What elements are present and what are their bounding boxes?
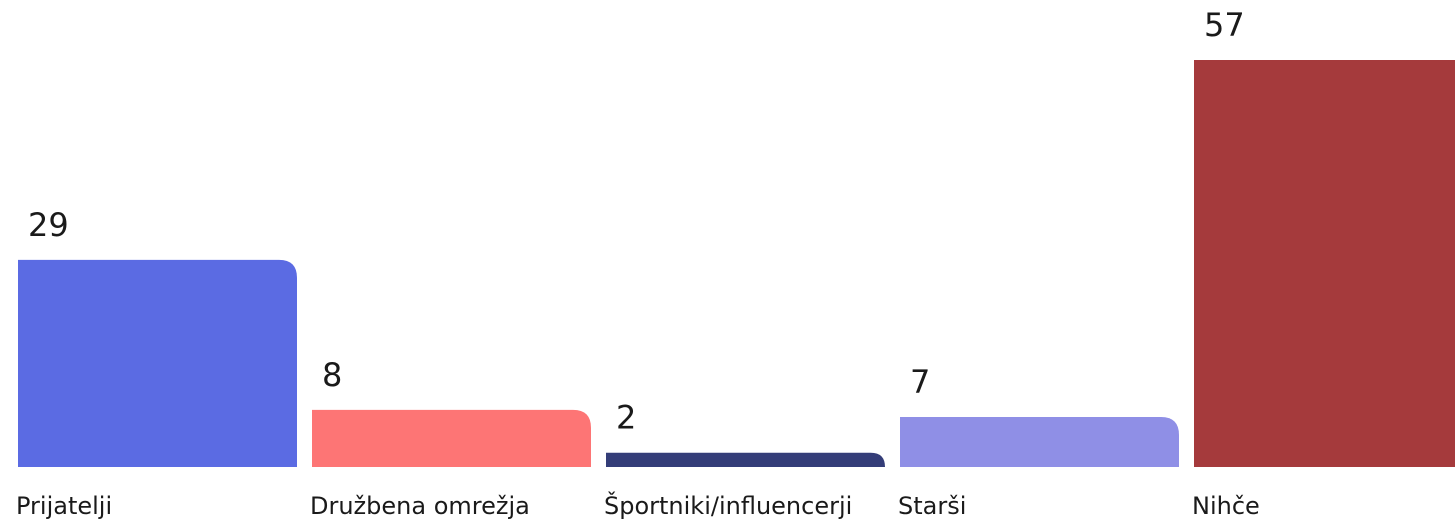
value-label: 7 — [910, 363, 930, 401]
category-label: Starši — [898, 492, 966, 520]
bar — [18, 259, 297, 467]
value-label: 29 — [28, 206, 69, 244]
bar — [900, 417, 1179, 467]
value-label: 8 — [322, 356, 342, 394]
bar — [1194, 60, 1455, 467]
category-label: Nihče — [1192, 492, 1260, 520]
value-label: 2 — [616, 399, 636, 437]
category-label: Športniki/influencerji — [604, 490, 852, 520]
category-label: Družbena omrežja — [310, 492, 530, 520]
bar — [606, 452, 885, 467]
category-label: Prijatelji — [16, 492, 112, 520]
value-label: 57 — [1204, 6, 1245, 44]
bar — [312, 409, 591, 467]
